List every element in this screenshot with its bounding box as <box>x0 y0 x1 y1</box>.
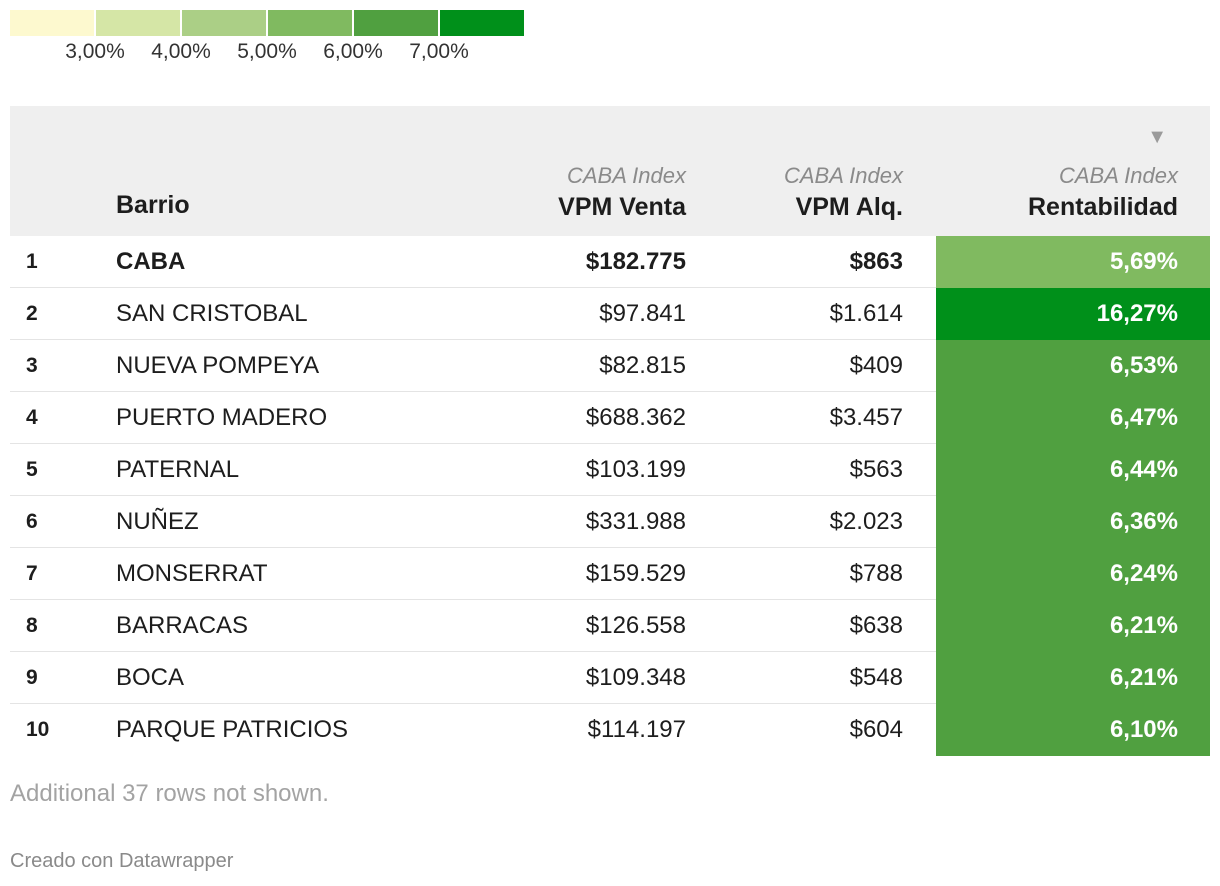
row-rank: 3 <box>26 354 38 377</box>
legend-swatch <box>268 10 352 36</box>
row-vpm-alq: $548 <box>849 664 903 691</box>
row-vpm-venta: $109.348 <box>585 664 686 691</box>
header-vpm-alq[interactable]: CABA Index VPM Alq. <box>784 162 903 224</box>
row-barrio: NUÑEZ <box>116 508 199 535</box>
row-rank: 9 <box>26 666 38 689</box>
row-vpm-venta: $82.815 <box>599 352 686 379</box>
legend-label: 7,00% <box>409 40 469 63</box>
row-vpm-venta: $688.362 <box>585 404 686 431</box>
row-rentabilidad: 6,36% <box>936 496 1210 548</box>
row-vpm-alq: $638 <box>849 612 903 639</box>
table-row: 1 CABA $182.775 $863 5,69% <box>10 236 1210 288</box>
table-row: 4 PUERTO MADERO $688.362 $3.457 6,47% <box>10 392 1210 444</box>
header-vpm-alq-label: VPM Alq. <box>795 193 903 221</box>
header-barrio[interactable]: Barrio <box>116 191 190 219</box>
table-row: 10 PARQUE PATRICIOS $114.197 $604 6,10% <box>10 704 1210 756</box>
row-barrio: BARRACAS <box>116 612 249 639</box>
header-rentabilidad[interactable]: CABA Index Rentabilidad <box>1028 162 1178 224</box>
table-row: 5 PATERNAL $103.199 $563 6,44% <box>10 444 1210 496</box>
table-row: 9 BOCA $109.348 $548 6,21% <box>10 652 1210 704</box>
row-rentabilidad: 6,21% <box>936 600 1210 652</box>
legend-label: 6,00% <box>323 40 383 63</box>
row-rank: 5 <box>26 458 38 481</box>
row-rank: 1 <box>26 250 38 273</box>
credit-text: Creado con Datawrapper <box>10 850 234 872</box>
legend-swatches <box>10 10 524 36</box>
row-rank: 8 <box>26 614 38 637</box>
row-vpm-alq: $1.614 <box>829 300 903 327</box>
row-rentabilidad: 5,69% <box>936 236 1210 288</box>
row-vpm-venta: $126.558 <box>585 612 686 639</box>
legend-swatch <box>182 10 266 36</box>
row-rank: 7 <box>26 562 38 585</box>
legend-swatch <box>96 10 180 36</box>
row-vpm-alq: $2.023 <box>829 508 903 535</box>
legend-swatch <box>354 10 438 36</box>
row-rentabilidad: 6,21% <box>936 652 1210 704</box>
row-vpm-alq: $409 <box>849 352 903 379</box>
header-vpm-alq-sub: CABA Index <box>783 163 903 188</box>
rows-hidden-note: Additional 37 rows not shown. <box>10 780 329 807</box>
row-barrio: NUEVA POMPEYA <box>116 352 320 379</box>
row-barrio: PATERNAL <box>116 456 240 483</box>
row-vpm-alq: $788 <box>849 560 903 587</box>
row-rentabilidad: 16,27% <box>936 288 1210 340</box>
legend-swatch <box>440 10 524 36</box>
row-rentabilidad: 6,24% <box>936 548 1210 600</box>
table-row: 8 BARRACAS $126.558 $638 6,21% <box>10 600 1210 652</box>
header-vpm-venta-sub: CABA Index <box>566 163 686 188</box>
table-body: 1 CABA $182.775 $863 5,69% 2 SAN CRISTOBAL $97.… <box>10 236 1210 756</box>
row-rank: 6 <box>26 510 38 533</box>
data-table: Barrio CABA Index VPM Venta CABA Index V… <box>10 106 1210 756</box>
row-barrio: CABA <box>116 248 186 275</box>
row-vpm-venta: $182.775 <box>585 248 686 275</box>
row-barrio: PUERTO MADERO <box>116 404 328 431</box>
row-barrio: SAN CRISTOBAL <box>116 300 308 327</box>
row-vpm-venta: $331.988 <box>585 508 686 535</box>
row-vpm-alq: $604 <box>849 716 903 743</box>
row-vpm-venta: $103.199 <box>585 456 686 483</box>
row-barrio: PARQUE PATRICIOS <box>116 716 349 743</box>
legend-swatch <box>10 10 94 36</box>
legend-label: 4,00% <box>151 40 211 63</box>
row-rentabilidad: 6,47% <box>936 392 1210 444</box>
row-vpm-venta: $159.529 <box>585 560 686 587</box>
sort-descending-icon[interactable]: ▼ <box>1147 126 1167 148</box>
legend-label: 5,00% <box>237 40 297 63</box>
table-header: Barrio CABA Index VPM Venta CABA Index V… <box>10 106 1210 236</box>
table-row: 7 MONSERRAT $159.529 $788 6,24% <box>10 548 1210 600</box>
row-barrio: BOCA <box>116 664 185 691</box>
header-vpm-venta-label: VPM Venta <box>558 193 686 221</box>
row-vpm-alq: $863 <box>849 248 903 275</box>
row-rentabilidad: 6,53% <box>936 340 1210 392</box>
header-rentabilidad-label: Rentabilidad <box>1027 193 1178 221</box>
header-rentabilidad-sub: CABA Index <box>1058 163 1178 188</box>
legend-labels: 3,00% 4,00% 5,00% 6,00% 7,00% <box>10 36 524 66</box>
row-rentabilidad: 6,10% <box>936 704 1210 756</box>
legend-label: 3,00% <box>65 40 125 63</box>
table-row: 2 SAN CRISTOBAL $97.841 $1.614 16,27% <box>10 288 1210 340</box>
row-vpm-venta: $97.841 <box>599 300 686 327</box>
row-barrio: MONSERRAT <box>116 560 268 587</box>
row-rentabilidad: 6,44% <box>936 444 1210 496</box>
row-rank: 4 <box>26 406 38 429</box>
table-row: 3 NUEVA POMPEYA $82.815 $409 6,53% <box>10 340 1210 392</box>
row-vpm-alq: $563 <box>849 456 903 483</box>
row-rank: 10 <box>26 718 50 741</box>
row-vpm-venta: $114.197 <box>587 716 686 743</box>
color-legend: 3,00% 4,00% 5,00% 6,00% 7,00% <box>10 10 524 70</box>
table-row: 6 NUÑEZ $331.988 $2.023 6,36% <box>10 496 1210 548</box>
row-rank: 2 <box>26 302 38 325</box>
row-vpm-alq: $3.457 <box>829 404 903 431</box>
header-vpm-venta[interactable]: CABA Index VPM Venta <box>558 162 686 224</box>
